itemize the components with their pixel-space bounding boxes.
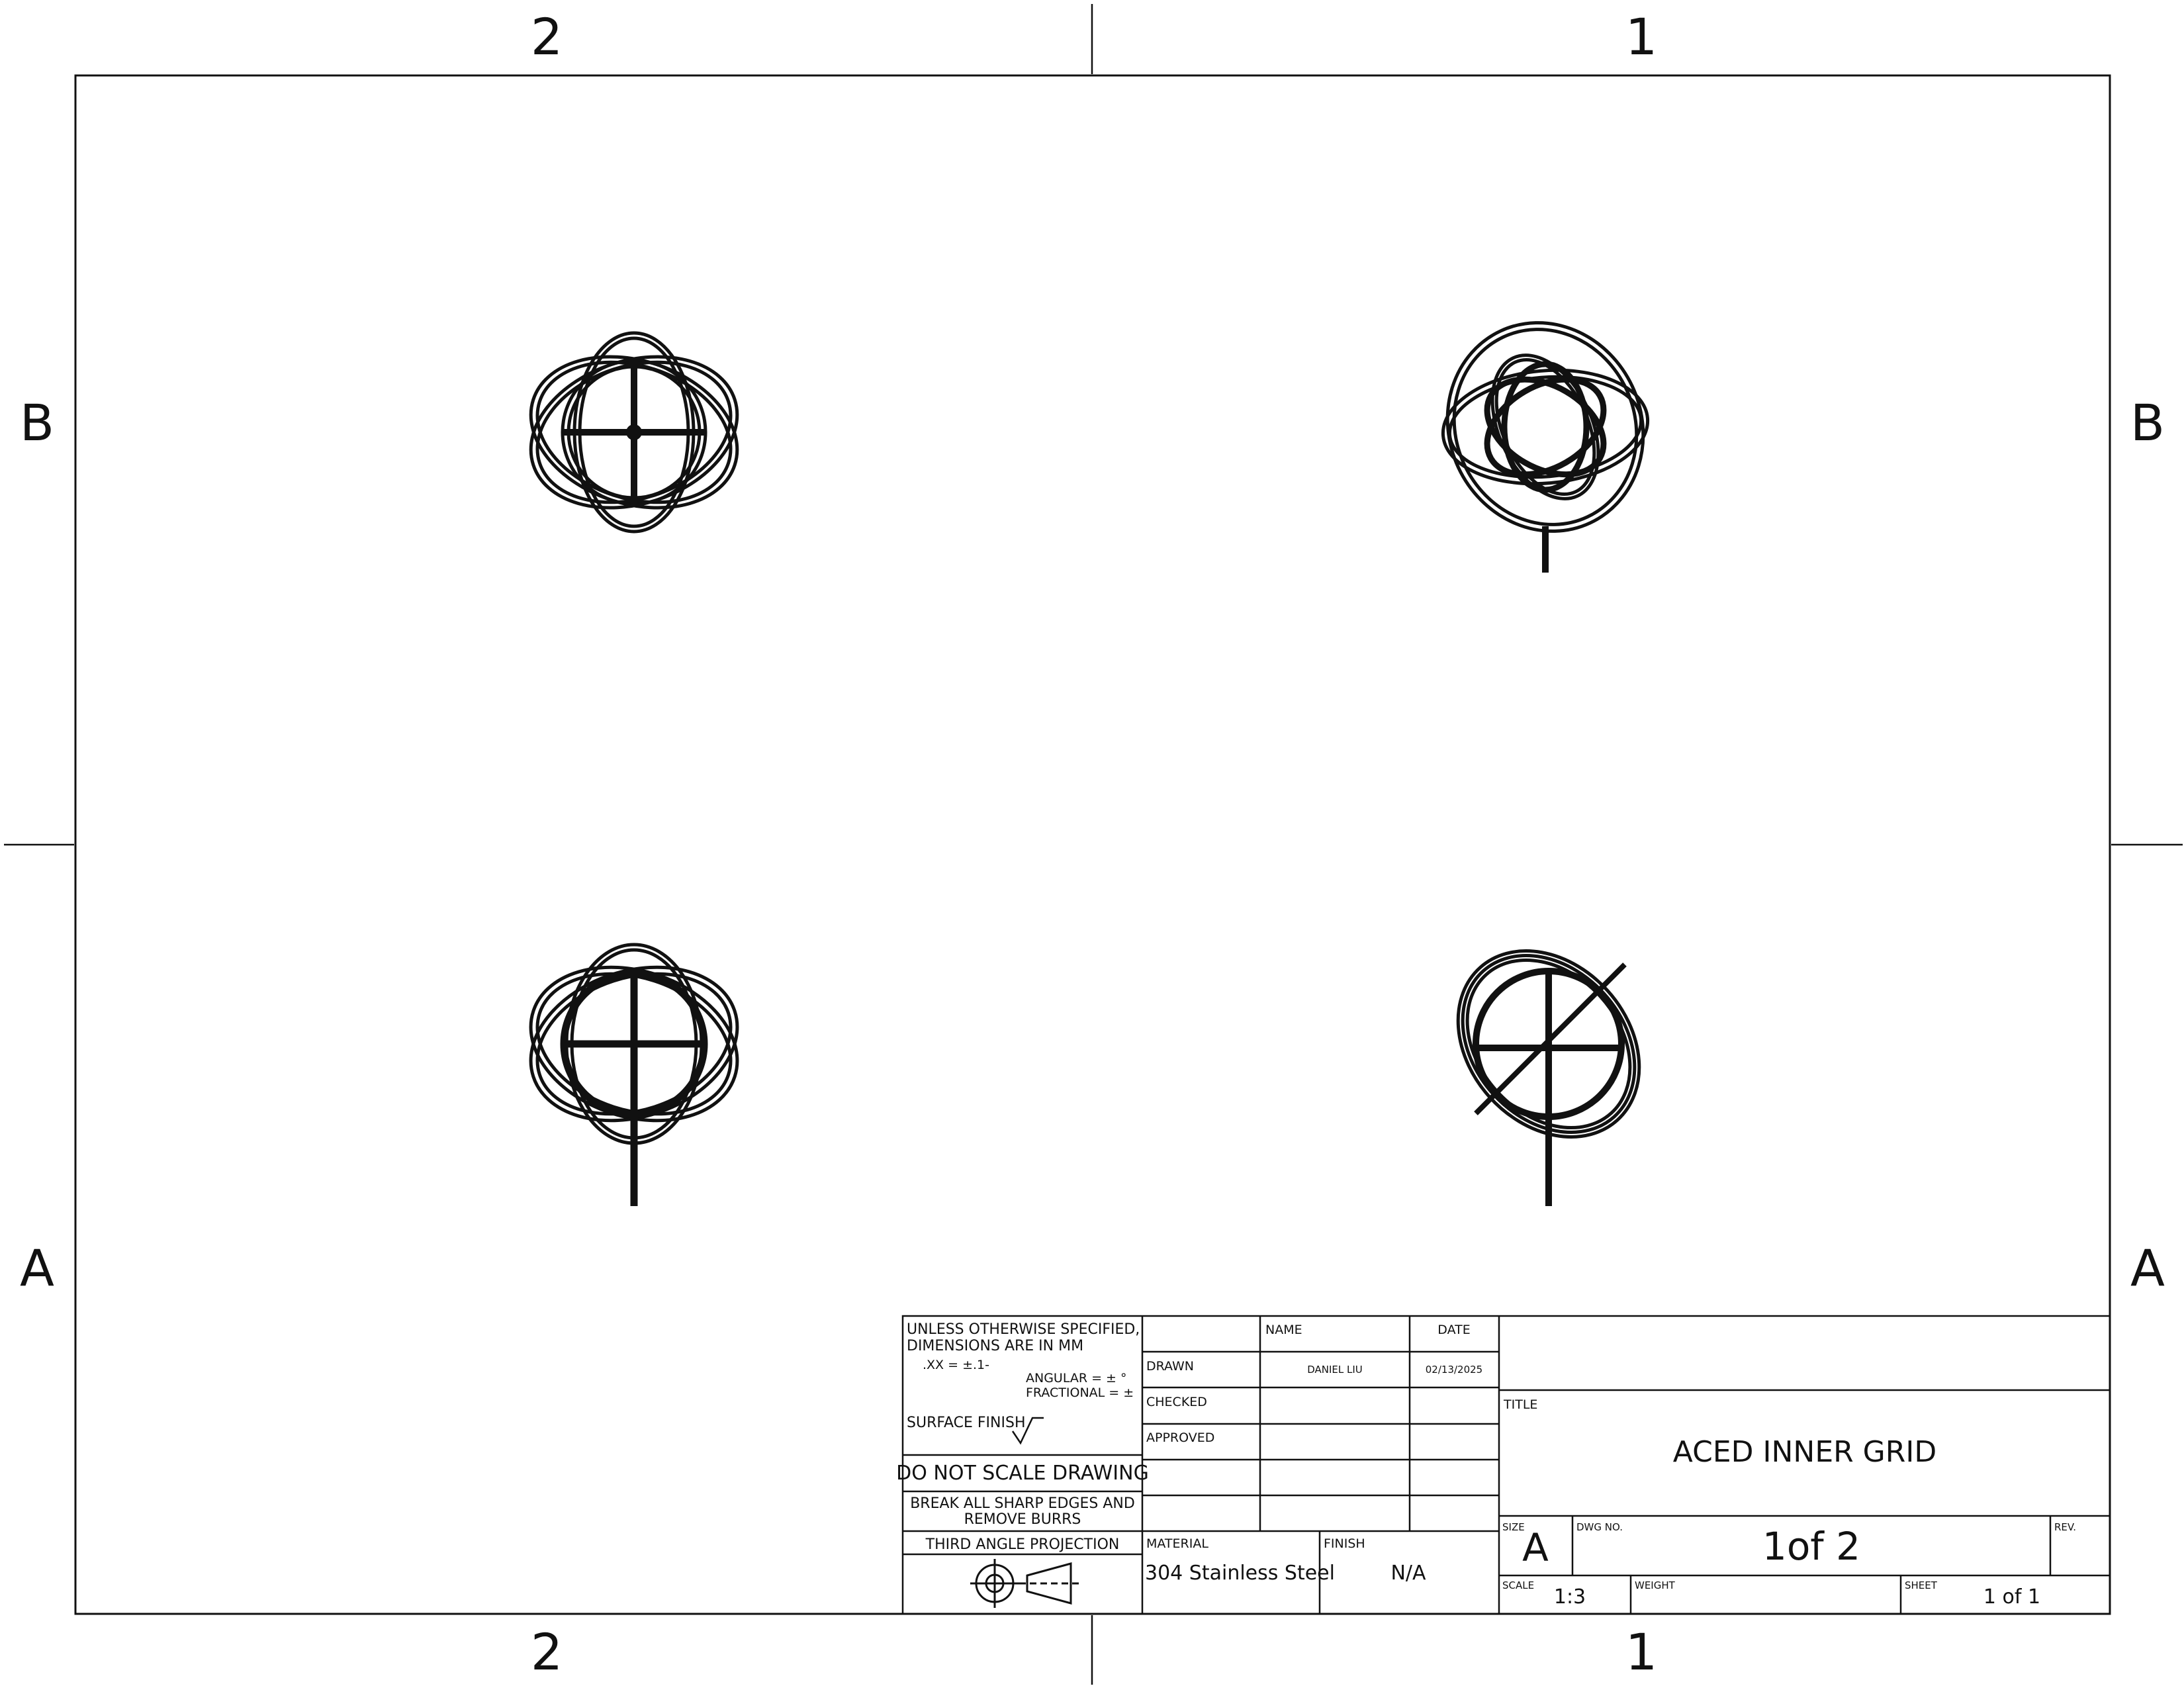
finish-label: FINISH xyxy=(1324,1536,1365,1551)
material-label: MATERIAL xyxy=(1146,1536,1208,1551)
dwg-no-value: 1of 2 xyxy=(1762,1524,1860,1569)
note-third-angle: THIRD ANGLE PROJECTION xyxy=(925,1536,1120,1553)
zone-row-right-top: B xyxy=(2130,393,2165,452)
third-angle-projection-icon xyxy=(970,1559,1079,1608)
note-do-not-scale: DO NOT SCALE DRAWING xyxy=(896,1462,1149,1485)
note-unless-specified: UNLESS OTHERWISE SPECIFIED, xyxy=(907,1321,1140,1338)
zone-col-bottom-right: 1 xyxy=(1625,1622,1657,1681)
zone-row-left-bottom: A xyxy=(20,1239,54,1297)
note-tolerance-angular: ANGULAR = ± ° xyxy=(1026,1371,1127,1385)
scale-label: SCALE xyxy=(1502,1579,1534,1591)
scale-value: 1:3 xyxy=(1554,1585,1586,1609)
signoff-drawn-label: DRAWN xyxy=(1146,1359,1194,1374)
finish-value: N/A xyxy=(1390,1562,1426,1585)
material-value: 304 Stainless Steel xyxy=(1145,1562,1335,1585)
zone-dividers xyxy=(4,4,2183,1685)
surface-finish-symbol xyxy=(1011,1417,1044,1445)
gimbal-view-side xyxy=(1456,949,1641,1206)
note-tolerance-fractional: FRACTIONAL = ± xyxy=(1026,1385,1134,1400)
sheet-value: 1 of 1 xyxy=(1983,1585,2040,1609)
drawing-title: ACED INNER GRID xyxy=(1673,1435,1936,1469)
sheet-label: SHEET xyxy=(1905,1579,1938,1591)
note-surface-finish: SURFACE FINISH xyxy=(907,1415,1026,1431)
title-label: TITLE xyxy=(1503,1397,1537,1412)
zone-col-bottom-left: 2 xyxy=(531,1622,563,1681)
gimbal-view-front xyxy=(1441,321,1650,573)
note-tolerance-xx: .XX = ±.1- xyxy=(923,1358,989,1372)
gimbal-view-top xyxy=(529,331,739,534)
weight-label: WEIGHT xyxy=(1635,1579,1676,1591)
zone-col-top-right: 1 xyxy=(1625,7,1657,66)
signoff-drawn-name: DANIEL LIU xyxy=(1307,1364,1363,1376)
zone-labels: 2 1 2 1 B A B A xyxy=(20,7,2165,1681)
title-block: UNLESS OTHERWISE SPECIFIED, DIMENSIONS A… xyxy=(896,1315,2111,1615)
gimbal-view-iso xyxy=(529,943,739,1206)
signoff-drawn-date: 02/13/2025 xyxy=(1426,1364,1482,1376)
size-label: SIZE xyxy=(1502,1521,1525,1533)
zone-row-left-top: B xyxy=(20,393,54,452)
signoff-name-header: NAME xyxy=(1265,1323,1302,1337)
signoff-approved-label: APPROVED xyxy=(1146,1430,1214,1445)
note-break-edges-1: BREAK ALL SHARP EDGES AND xyxy=(910,1495,1135,1512)
size-value: A xyxy=(1522,1525,1549,1570)
note-break-edges-2: REMOVE BURRS xyxy=(964,1511,1081,1528)
signoff-date-header: DATE xyxy=(1437,1323,1470,1337)
note-dimensions-mm: DIMENSIONS ARE IN MM xyxy=(907,1338,1083,1354)
dwg-no-label: DWG NO. xyxy=(1576,1521,1623,1533)
signoff-checked-label: CHECKED xyxy=(1146,1395,1207,1409)
zone-col-top-left: 2 xyxy=(531,7,563,66)
rev-label: REV. xyxy=(2054,1521,2076,1533)
zone-row-right-bottom: A xyxy=(2130,1239,2165,1297)
